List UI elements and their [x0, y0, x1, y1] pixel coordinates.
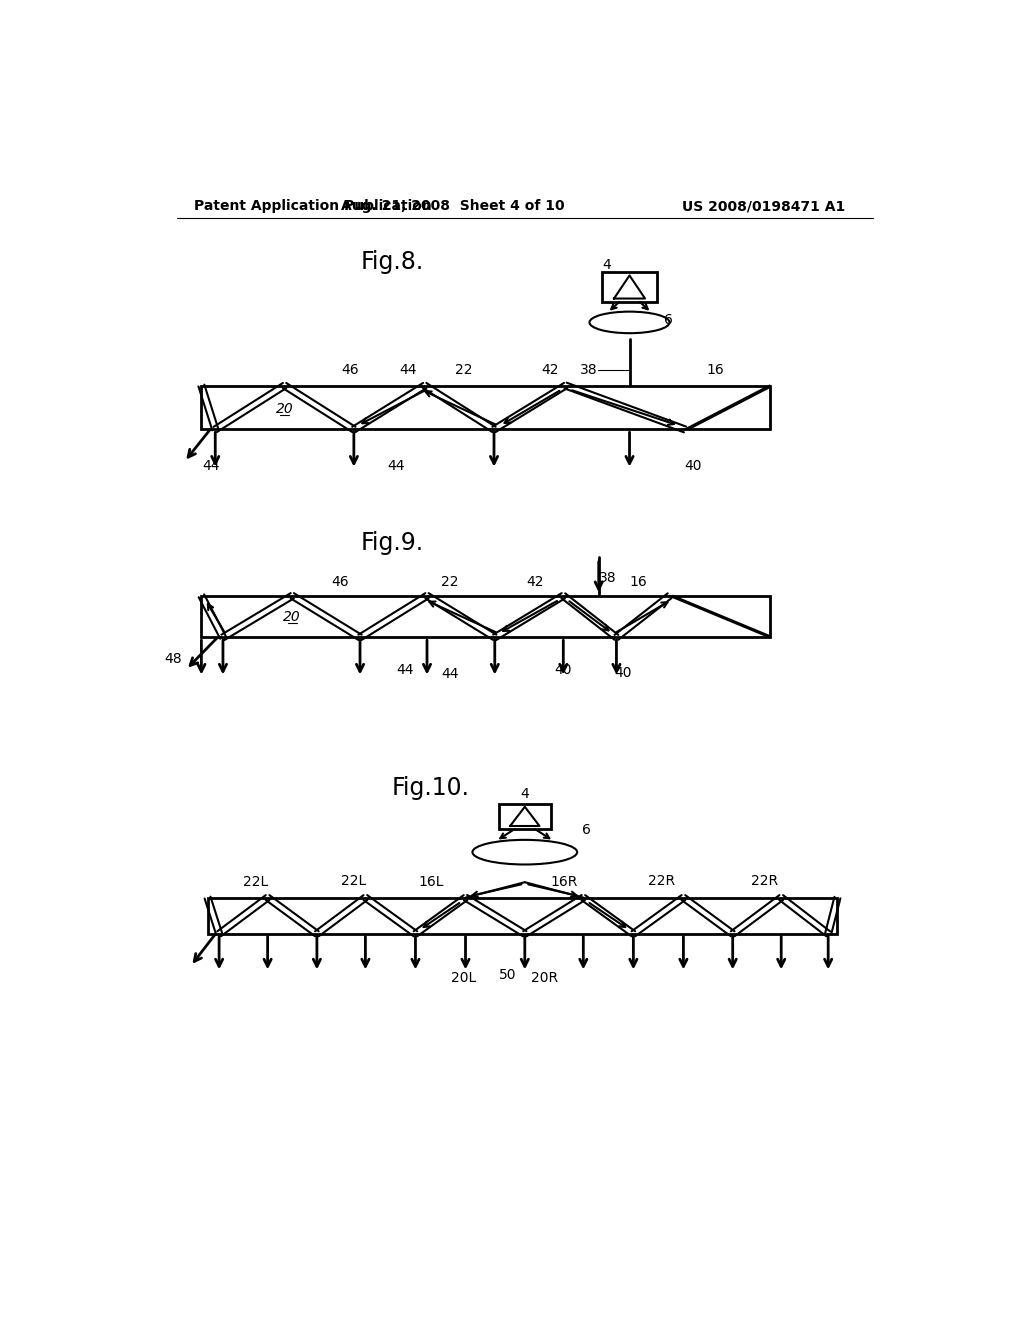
Text: 40: 40: [614, 665, 632, 680]
Text: Fig.8.: Fig.8.: [360, 251, 424, 275]
Text: 6: 6: [664, 313, 673, 327]
Text: 22L: 22L: [341, 874, 367, 887]
Text: 40: 40: [684, 459, 701, 474]
Bar: [202, 385, 770, 429]
Text: 44: 44: [396, 664, 414, 677]
Text: 16L: 16L: [418, 875, 443, 890]
Text: 42: 42: [526, 576, 544, 589]
Text: 6: 6: [582, 822, 591, 837]
Bar: [202, 595, 770, 638]
Text: 20: 20: [275, 401, 294, 416]
Bar: [208, 898, 838, 933]
Bar: [499, 804, 551, 829]
Text: 22R: 22R: [751, 874, 778, 887]
Text: 16: 16: [707, 363, 725, 378]
Text: 44: 44: [399, 363, 417, 378]
Text: Fig.9.: Fig.9.: [360, 532, 424, 556]
Text: 50: 50: [499, 968, 517, 982]
Text: 44: 44: [387, 459, 404, 474]
Text: 40: 40: [555, 664, 572, 677]
Text: 38: 38: [599, 572, 616, 585]
Text: 38: 38: [580, 363, 598, 378]
Text: 44: 44: [441, 668, 459, 681]
Text: 4: 4: [602, 257, 610, 272]
Text: 46: 46: [341, 363, 358, 378]
Text: 44: 44: [203, 459, 220, 474]
Text: 48: 48: [164, 652, 181, 665]
Text: 46: 46: [331, 576, 349, 589]
Text: 16: 16: [630, 576, 647, 589]
Text: 16R: 16R: [550, 875, 578, 890]
Text: 22L: 22L: [244, 875, 268, 890]
Text: Aug. 21, 2008  Sheet 4 of 10: Aug. 21, 2008 Sheet 4 of 10: [341, 199, 564, 213]
Text: 22R: 22R: [648, 874, 676, 887]
Bar: [602, 272, 657, 302]
Text: 20R: 20R: [531, 972, 558, 986]
Text: Patent Application Publication: Patent Application Publication: [194, 199, 431, 213]
Text: Fig.10.: Fig.10.: [392, 776, 470, 800]
Text: 4: 4: [520, 788, 529, 801]
Text: US 2008/0198471 A1: US 2008/0198471 A1: [682, 199, 845, 213]
Text: 20: 20: [284, 610, 301, 624]
Text: 42: 42: [542, 363, 559, 378]
Text: 22: 22: [456, 363, 473, 378]
Ellipse shape: [472, 840, 578, 865]
Text: 20L: 20L: [451, 972, 476, 986]
Text: 22: 22: [441, 576, 459, 589]
Ellipse shape: [590, 312, 670, 333]
